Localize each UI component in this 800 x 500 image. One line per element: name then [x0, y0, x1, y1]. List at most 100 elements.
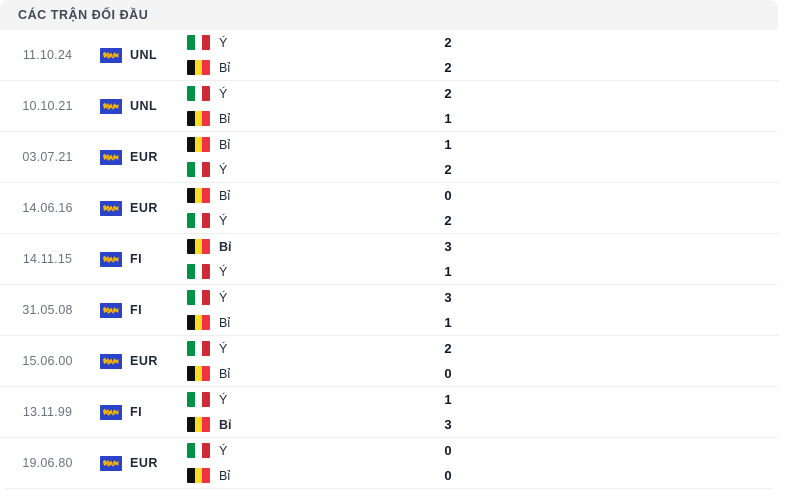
away-team-row[interactable]: Bỉ [187, 60, 358, 75]
competition-label: UNL [130, 99, 158, 113]
home-team-score: 2 [444, 86, 452, 101]
away-team-score: 0 [444, 468, 452, 483]
home-team-score: 3 [444, 290, 452, 305]
row-spacer [538, 81, 778, 131]
competition-cell[interactable]: UNL [95, 30, 185, 80]
away-team-row[interactable]: Ý [187, 162, 358, 177]
competition-label: EUR [130, 456, 158, 470]
competition-label: EUR [130, 150, 158, 164]
uefa-globe-badge-icon [100, 404, 122, 420]
competition-label: EUR [130, 354, 158, 368]
row-spacer [538, 387, 778, 437]
match-list: 11.10.24 UNL Ý [0, 30, 778, 489]
away-team-row[interactable]: Bỉ [187, 111, 358, 126]
competition-cell[interactable]: UNL [95, 81, 185, 131]
teams-cell: Ý Bỉ [185, 81, 358, 131]
home-team-row[interactable]: Ý [187, 86, 358, 101]
away-team-name: Bỉ [219, 60, 231, 75]
match-date-cell: 13.11.99 [0, 387, 95, 437]
home-team-row[interactable]: Ý [187, 341, 358, 356]
home-team-flag-icon [187, 86, 210, 101]
home-team-row[interactable]: Ý [187, 290, 358, 305]
away-team-score: 1 [444, 264, 452, 279]
away-team-name: Bỉ [219, 366, 231, 381]
home-team-name: Bỉ [219, 239, 232, 254]
away-team-row[interactable]: Bỉ [187, 417, 358, 432]
match-date-cell: 31.05.08 [0, 285, 95, 335]
competition-cell[interactable]: EUR [95, 132, 185, 182]
card-header: CÁC TRẬN ĐỐI ĐẦU [0, 0, 778, 30]
match-row[interactable]: 14.06.16 EUR Bỉ [0, 183, 778, 234]
uefa-globe-badge-icon [100, 149, 122, 165]
home-team-score: 0 [444, 188, 452, 203]
away-team-score: 2 [444, 60, 452, 75]
away-team-flag-icon [187, 264, 210, 279]
away-team-flag-icon [187, 366, 210, 381]
away-team-score: 1 [444, 315, 452, 330]
scores-cell: 2 0 [358, 336, 538, 386]
away-team-flag-icon [187, 468, 210, 483]
away-team-flag-icon [187, 111, 210, 126]
scores-cell: 0 2 [358, 183, 538, 233]
away-team-score: 2 [444, 213, 452, 228]
home-team-score: 2 [444, 341, 452, 356]
match-date-cell: 14.11.15 [0, 234, 95, 284]
competition-label: FI [130, 303, 143, 317]
home-team-flag-icon [187, 137, 210, 152]
away-team-flag-icon [187, 315, 210, 330]
uefa-globe-badge-icon [100, 98, 122, 114]
match-date: 31.05.08 [22, 303, 73, 317]
teams-cell: Ý Bỉ [185, 30, 358, 80]
home-team-row[interactable]: Bỉ [187, 239, 358, 254]
home-team-name: Ý [219, 290, 228, 305]
away-team-name: Ý [219, 162, 228, 177]
match-date: 10.10.21 [22, 99, 73, 113]
away-team-score: 3 [444, 417, 452, 432]
teams-cell: Bỉ Ý [185, 234, 358, 284]
home-team-name: Ý [219, 392, 228, 407]
match-row[interactable]: 31.05.08 FI Ý [0, 285, 778, 336]
match-date-cell: 10.10.21 [0, 81, 95, 131]
match-row[interactable]: 10.10.21 UNL Ý [0, 81, 778, 132]
match-row[interactable]: 19.06.80 EUR Ý [0, 438, 778, 489]
home-team-flag-icon [187, 290, 210, 305]
scores-cell: 0 0 [358, 438, 538, 488]
competition-cell[interactable]: EUR [95, 438, 185, 488]
home-team-row[interactable]: Ý [187, 35, 358, 50]
home-team-score: 0 [444, 443, 452, 458]
match-date: 11.10.24 [22, 48, 73, 62]
row-spacer [538, 183, 778, 233]
away-team-row[interactable]: Ý [187, 213, 358, 228]
away-team-name: Bỉ [219, 417, 232, 432]
match-row[interactable]: 15.06.00 EUR Ý [0, 336, 778, 387]
teams-cell: Ý Bỉ [185, 387, 358, 437]
away-team-row[interactable]: Bỉ [187, 315, 358, 330]
away-team-row[interactable]: Bỉ [187, 468, 358, 483]
teams-cell: Bỉ Ý [185, 132, 358, 182]
away-team-name: Bỉ [219, 111, 231, 126]
match-row[interactable]: 13.11.99 FI Ý [0, 387, 778, 438]
match-row[interactable]: 03.07.21 EUR Bỉ [0, 132, 778, 183]
competition-cell[interactable]: FI [95, 234, 185, 284]
row-spacer [538, 438, 778, 488]
home-team-row[interactable]: Bỉ [187, 188, 358, 203]
away-team-flag-icon [187, 60, 210, 75]
row-spacer [538, 234, 778, 284]
home-team-score: 1 [444, 392, 452, 407]
home-team-row[interactable]: Ý [187, 443, 358, 458]
home-team-flag-icon [187, 239, 210, 254]
home-team-row[interactable]: Bỉ [187, 137, 358, 152]
away-team-row[interactable]: Bỉ [187, 366, 358, 381]
competition-cell[interactable]: EUR [95, 183, 185, 233]
match-date: 14.06.16 [22, 201, 73, 215]
competition-cell[interactable]: EUR [95, 336, 185, 386]
match-row[interactable]: 11.10.24 UNL Ý [0, 30, 778, 81]
home-team-name: Bỉ [219, 137, 231, 152]
home-team-row[interactable]: Ý [187, 392, 358, 407]
away-team-row[interactable]: Ý [187, 264, 358, 279]
competition-cell[interactable]: FI [95, 387, 185, 437]
competition-cell[interactable]: FI [95, 285, 185, 335]
uefa-globe-badge-icon [100, 200, 122, 216]
match-row[interactable]: 14.11.15 FI Bỉ [0, 234, 778, 285]
match-date-cell: 14.06.16 [0, 183, 95, 233]
